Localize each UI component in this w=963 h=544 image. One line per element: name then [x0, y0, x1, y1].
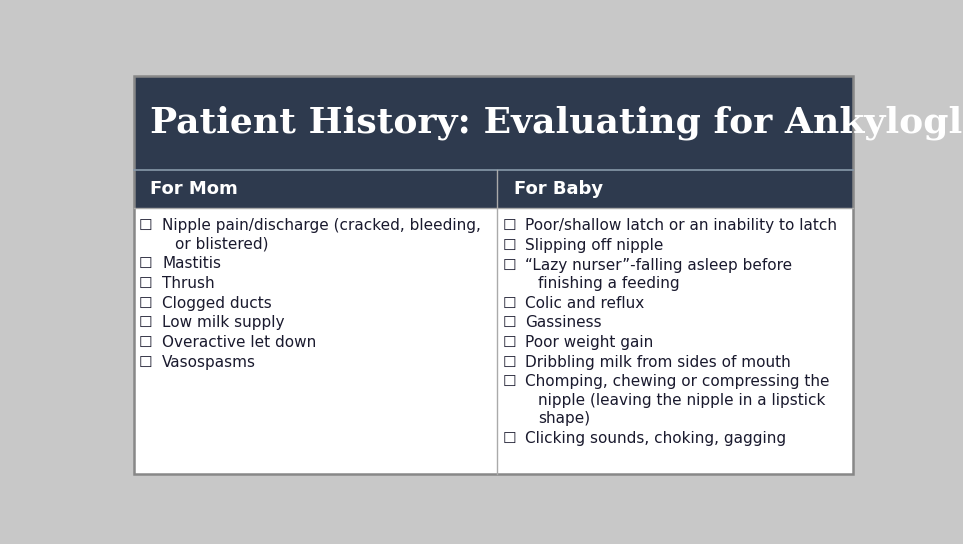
Text: Clogged ducts: Clogged ducts [162, 296, 272, 311]
Text: nipple (leaving the nipple in a lipstick: nipple (leaving the nipple in a lipstick [538, 393, 825, 408]
Text: Clicking sounds, choking, gagging: Clicking sounds, choking, gagging [526, 431, 787, 446]
FancyBboxPatch shape [134, 76, 853, 170]
Text: ☐: ☐ [139, 218, 152, 233]
Text: ☐: ☐ [139, 316, 152, 330]
Text: ☐: ☐ [139, 355, 152, 370]
Text: Patient History: Evaluating for Ankyloglossia: Patient History: Evaluating for Ankylogl… [150, 106, 963, 140]
Text: Colic and reflux: Colic and reflux [526, 296, 645, 311]
Text: ☐: ☐ [139, 296, 152, 311]
Text: ☐: ☐ [139, 256, 152, 271]
Text: ☐: ☐ [139, 335, 152, 350]
Text: ☐: ☐ [503, 218, 516, 233]
Text: Nipple pain/discharge (cracked, bleeding,: Nipple pain/discharge (cracked, bleeding… [162, 218, 482, 233]
Text: ☐: ☐ [503, 316, 516, 330]
FancyBboxPatch shape [134, 208, 497, 474]
Text: Vasospasms: Vasospasms [162, 355, 256, 370]
Text: For Baby: For Baby [513, 180, 603, 198]
Text: Mastitis: Mastitis [162, 256, 221, 271]
FancyBboxPatch shape [497, 208, 853, 474]
Text: ☐: ☐ [503, 431, 516, 446]
Text: ☐: ☐ [503, 335, 516, 350]
Text: ☐: ☐ [503, 238, 516, 253]
Text: Dribbling milk from sides of mouth: Dribbling milk from sides of mouth [526, 355, 792, 370]
FancyBboxPatch shape [134, 170, 497, 208]
Text: finishing a feeding: finishing a feeding [538, 276, 680, 291]
Text: or blistered): or blistered) [175, 237, 269, 252]
Text: ☐: ☐ [503, 355, 516, 370]
Text: ☐: ☐ [139, 276, 152, 291]
Text: Overactive let down: Overactive let down [162, 335, 317, 350]
Text: Low milk supply: Low milk supply [162, 316, 285, 330]
Text: Poor weight gain: Poor weight gain [526, 335, 654, 350]
Text: Chomping, chewing or compressing the: Chomping, chewing or compressing the [526, 374, 830, 390]
Text: ☐: ☐ [503, 296, 516, 311]
Text: “Lazy nurser”-falling asleep before: “Lazy nurser”-falling asleep before [526, 257, 793, 273]
FancyBboxPatch shape [497, 170, 853, 208]
Text: Poor/shallow latch or an inability to latch: Poor/shallow latch or an inability to la… [526, 218, 838, 233]
Text: Gassiness: Gassiness [526, 316, 602, 330]
Text: For Mom: For Mom [150, 180, 238, 198]
Text: Thrush: Thrush [162, 276, 215, 291]
Text: ☐: ☐ [503, 374, 516, 390]
Text: Slipping off nipple: Slipping off nipple [526, 238, 664, 253]
Text: shape): shape) [538, 411, 590, 426]
Text: ☐: ☐ [503, 257, 516, 273]
